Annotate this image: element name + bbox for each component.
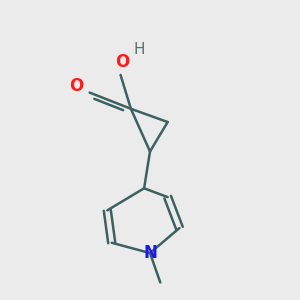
Text: N: N <box>143 244 157 262</box>
Text: O: O <box>115 53 129 71</box>
Text: H: H <box>133 42 145 57</box>
Text: O: O <box>69 77 83 95</box>
